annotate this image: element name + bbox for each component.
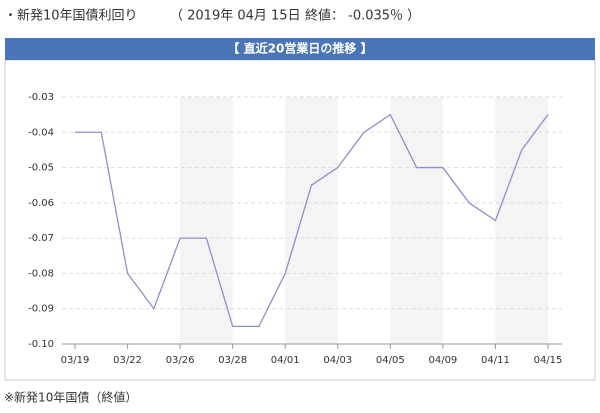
chart-banner	[5, 38, 595, 60]
y-tick-label: -0.09	[28, 304, 54, 315]
x-tick-label: 04/15	[534, 355, 563, 366]
y-tick-label: -0.04	[28, 127, 54, 138]
x-tick-label: 04/03	[323, 355, 352, 366]
y-tick-label: -0.08	[28, 268, 54, 279]
y-tick-label: -0.03	[28, 92, 54, 103]
header-date: （ 2019年 04月 15日	[170, 9, 301, 24]
band	[180, 97, 233, 344]
band	[390, 97, 443, 344]
band	[495, 97, 548, 344]
x-tick-label: 03/26	[166, 355, 195, 366]
footer-note: ※新発10年国債（終値）	[4, 390, 137, 405]
x-tick-label: 04/01	[271, 355, 300, 366]
header-title: ・新発10年国債利回り	[4, 8, 138, 24]
x-tick-label: 03/19	[61, 355, 90, 366]
series-line	[75, 113, 549, 328]
chart-title: 【 直近20営業日の推移 】	[227, 41, 372, 56]
y-tick-label: -0.07	[28, 233, 54, 244]
header-close: 終値： -0.035％ ）	[305, 8, 420, 24]
y-tick-label: -0.06	[28, 198, 54, 209]
x-tick-label: 03/22	[113, 355, 142, 366]
x-tick-label: 04/05	[376, 355, 405, 366]
y-tick-label: -0.10	[28, 339, 54, 350]
y-tick-label: -0.05	[28, 163, 54, 174]
x-tick-label: 04/09	[428, 355, 457, 366]
x-tick-label: 04/11	[481, 355, 510, 366]
x-tick-label: 03/28	[218, 355, 247, 366]
band	[285, 97, 338, 344]
